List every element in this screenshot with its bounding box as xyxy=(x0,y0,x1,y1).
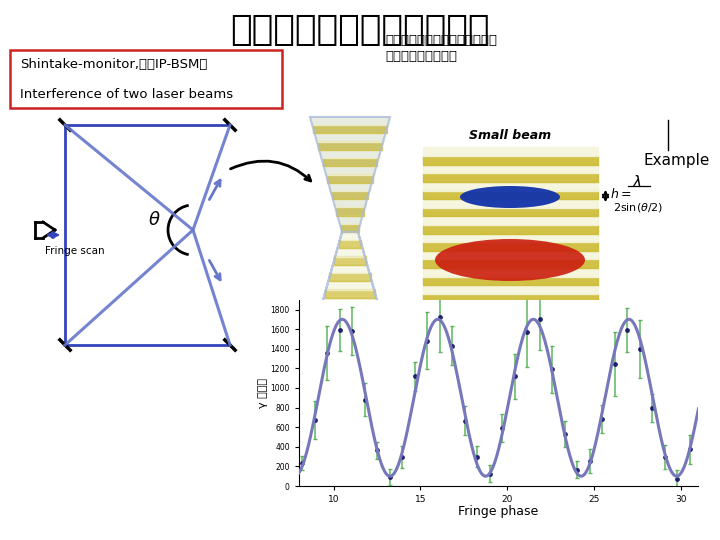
Polygon shape xyxy=(310,117,390,347)
Bar xyxy=(334,199,366,207)
Text: $\theta$: $\theta$ xyxy=(148,211,161,229)
Bar xyxy=(315,133,384,141)
Bar xyxy=(315,322,384,330)
Text: Scan interference fringe position.: Scan interference fringe position. xyxy=(300,448,532,462)
Bar xyxy=(327,174,373,183)
Bar xyxy=(423,173,598,182)
Bar xyxy=(341,232,359,240)
Bar xyxy=(318,314,382,322)
Bar xyxy=(423,225,598,234)
Bar xyxy=(332,265,369,273)
Text: 電子ビームとの散乱で発生する: 電子ビームとの散乱で発生する xyxy=(385,33,497,46)
Bar xyxy=(336,248,364,256)
Bar xyxy=(423,285,598,294)
Bar xyxy=(313,330,387,339)
Bar xyxy=(325,166,375,174)
Text: Fringe scan: Fringe scan xyxy=(45,246,104,256)
Text: Interference of two laser beams: Interference of two laser beams xyxy=(20,87,233,100)
Bar xyxy=(334,256,366,265)
Text: Large beam: Large beam xyxy=(469,304,552,317)
X-axis label: Fringe phase: Fringe phase xyxy=(459,505,539,518)
Ellipse shape xyxy=(460,186,560,208)
Bar xyxy=(423,147,598,156)
Bar xyxy=(423,242,598,251)
Bar xyxy=(423,217,598,225)
Text: $h=$: $h=$ xyxy=(610,187,631,201)
Text: Shintake-monitor,　（IP-BSM）: Shintake-monitor, （IP-BSM） xyxy=(20,57,207,71)
Bar xyxy=(423,251,598,259)
Bar xyxy=(313,125,387,133)
Bar xyxy=(423,199,598,208)
Bar xyxy=(332,191,369,199)
Bar xyxy=(423,259,598,268)
Bar xyxy=(323,298,377,306)
Bar xyxy=(311,339,389,347)
Text: 焦点でのビームサイズ測定: 焦点でのビームサイズ測定 xyxy=(230,13,490,47)
Bar xyxy=(338,240,361,248)
Y-axis label: γ 線強度: γ 線強度 xyxy=(258,378,268,408)
Bar xyxy=(423,233,598,242)
Bar xyxy=(423,208,598,217)
Text: Example: Example xyxy=(644,152,710,167)
Bar xyxy=(423,268,598,276)
Bar xyxy=(423,191,598,199)
Bar xyxy=(423,165,598,173)
Text: Measure modulation.: Measure modulation. xyxy=(300,468,446,482)
Ellipse shape xyxy=(435,239,585,281)
Bar xyxy=(320,150,379,158)
Bar xyxy=(336,207,364,215)
Bar xyxy=(338,215,361,224)
Bar xyxy=(320,306,379,314)
Bar xyxy=(327,281,373,289)
Bar xyxy=(423,276,598,285)
Bar xyxy=(325,289,375,298)
Bar xyxy=(323,158,377,166)
Bar xyxy=(423,294,598,302)
Bar xyxy=(423,156,598,165)
Text: $\lambda$: $\lambda$ xyxy=(632,174,642,190)
Bar xyxy=(318,141,382,150)
Bar xyxy=(311,117,389,125)
Text: ガンマ線の量を測定: ガンマ線の量を測定 xyxy=(385,50,457,63)
Text: Small beam: Small beam xyxy=(469,129,551,142)
Bar xyxy=(10,50,282,108)
Bar xyxy=(330,273,371,281)
Text: $2\sin(\theta/2)$: $2\sin(\theta/2)$ xyxy=(613,200,664,213)
Bar xyxy=(341,224,359,232)
Bar xyxy=(423,182,598,191)
Bar xyxy=(330,183,371,191)
